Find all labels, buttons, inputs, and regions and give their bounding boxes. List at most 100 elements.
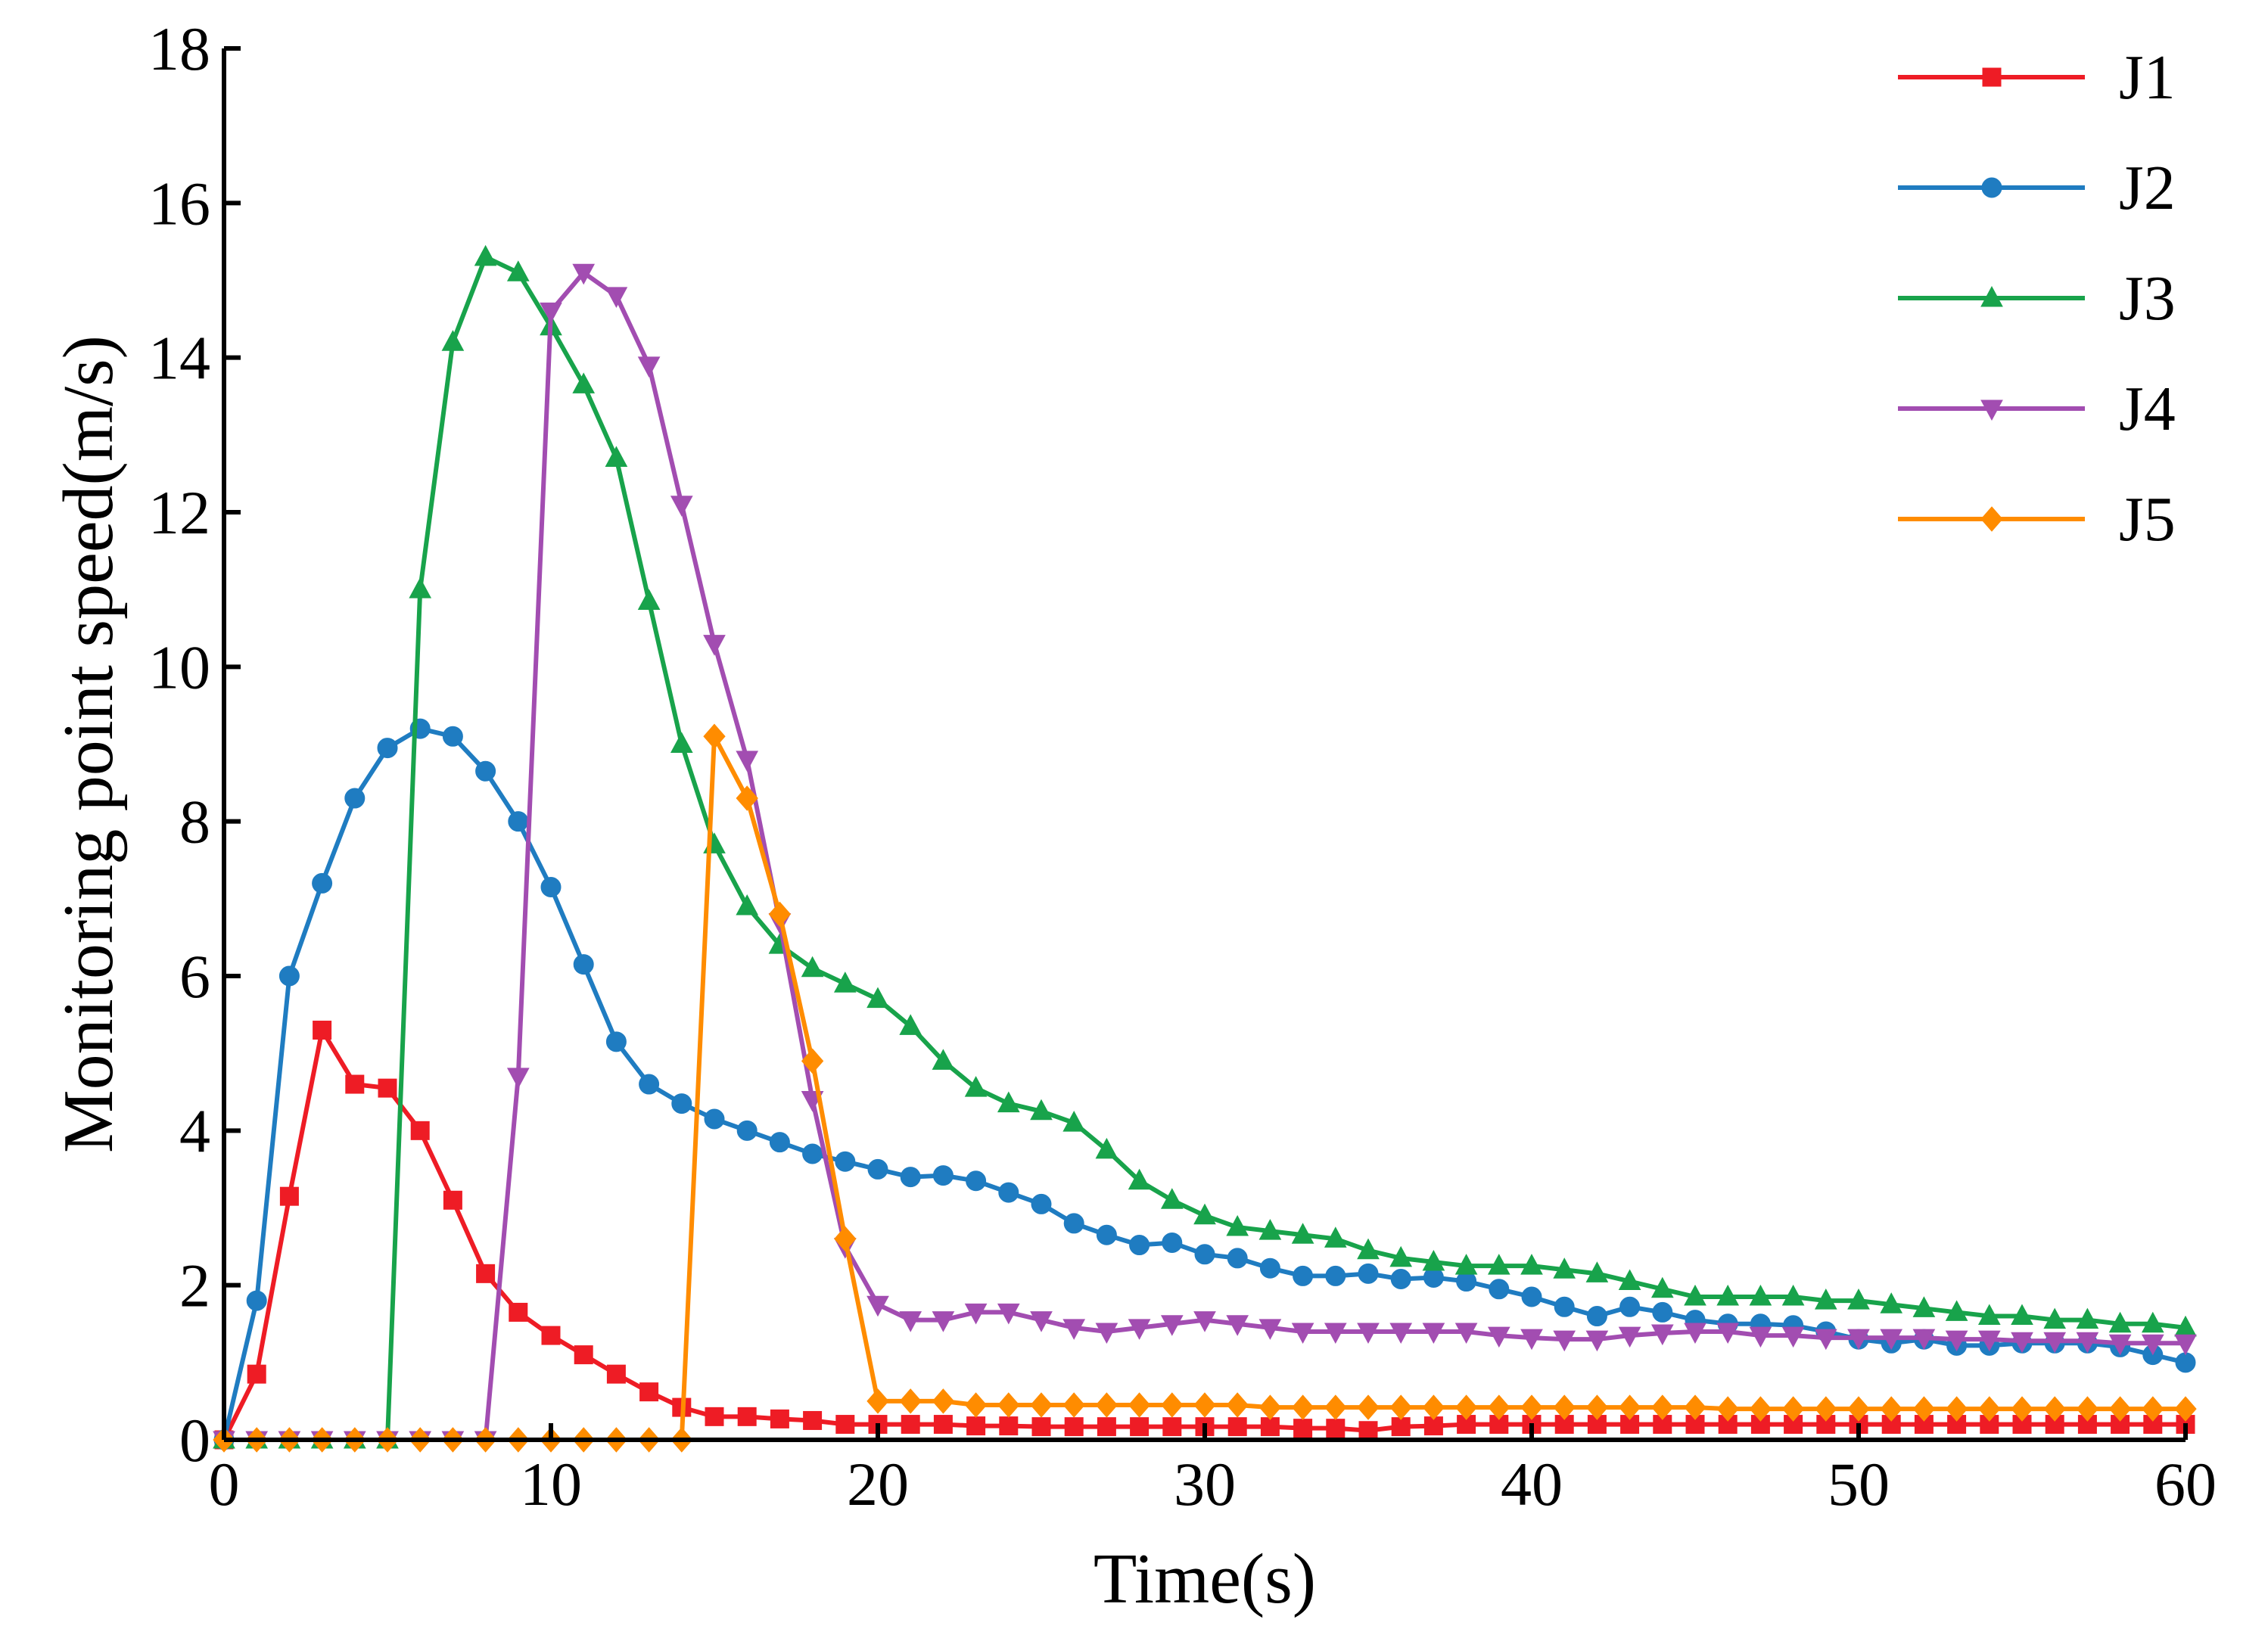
x-tick-label: 40	[1501, 1450, 1563, 1519]
data-point	[1422, 1394, 1445, 1420]
data-point	[1389, 1394, 1412, 1420]
data-point	[1357, 1394, 1380, 1420]
data-point	[1945, 1300, 1968, 1321]
y-tick-label: 18	[148, 14, 210, 83]
legend-label: J1	[2119, 42, 2176, 113]
legend-label: J3	[2119, 263, 2176, 334]
data-point	[574, 1345, 593, 1365]
data-point	[441, 330, 465, 351]
data-point	[1325, 1265, 1346, 1286]
data-point	[2011, 1304, 2033, 1326]
data-point	[2108, 1396, 2132, 1422]
data-point	[377, 738, 398, 759]
data-point	[1391, 1417, 1411, 1437]
data-point	[1258, 1319, 1282, 1340]
data-point	[1095, 1137, 1118, 1159]
data-point	[932, 1165, 954, 1186]
y-tick-label: 14	[148, 324, 210, 393]
data-point	[475, 760, 496, 782]
data-point	[605, 1031, 627, 1052]
data-point	[997, 1303, 1020, 1325]
data-point	[506, 260, 530, 281]
data-point	[835, 1415, 855, 1435]
data-point	[737, 1407, 757, 1426]
data-point	[639, 1382, 659, 1402]
data-point	[736, 785, 758, 811]
data-point	[1880, 1329, 1903, 1351]
legend-label: J2	[2119, 153, 2176, 223]
data-point	[1847, 1396, 1870, 1422]
data-point	[1586, 1306, 1607, 1327]
data-point	[1652, 1301, 1673, 1323]
data-point	[1193, 1203, 1216, 1225]
data-point	[1357, 1323, 1380, 1344]
x-tick-label: 60	[2154, 1450, 2217, 1519]
data-point	[2011, 1332, 2033, 1354]
data-point	[1096, 1224, 1117, 1245]
data-point	[1291, 1223, 1314, 1244]
legend-marker	[1982, 67, 2002, 87]
data-point	[2174, 1396, 2197, 1422]
data-point	[1326, 1419, 1346, 1438]
legend-marker	[1980, 399, 2003, 421]
data-point	[867, 1158, 888, 1180]
data-point	[704, 1108, 725, 1130]
data-point	[506, 1068, 530, 1089]
data-point	[1749, 1284, 1772, 1306]
data-point	[1684, 1323, 1706, 1344]
data-point	[474, 244, 497, 266]
data-point	[866, 1388, 889, 1414]
data-point	[1457, 1415, 1476, 1435]
data-point	[313, 1021, 332, 1040]
data-point	[736, 1120, 758, 1141]
data-point	[1226, 1214, 1249, 1236]
data-point	[1619, 1296, 1641, 1317]
data-point	[1618, 1326, 1641, 1348]
data-point	[1064, 1417, 1084, 1437]
data-point	[605, 446, 628, 467]
data-point	[247, 1364, 266, 1384]
data-point	[637, 589, 661, 610]
data-point	[1618, 1394, 1641, 1420]
data-point	[1293, 1419, 1313, 1438]
data-point	[1062, 1111, 1086, 1132]
data-point	[1389, 1245, 1413, 1267]
data-point	[1128, 1168, 1151, 1190]
data-point	[1258, 1219, 1282, 1240]
data-point	[605, 287, 628, 308]
data-point	[801, 956, 824, 978]
data-point	[1129, 1235, 1150, 1256]
data-point	[1324, 1323, 1347, 1344]
data-point	[508, 811, 529, 832]
data-point	[2141, 1334, 2164, 1356]
data-point	[900, 1167, 921, 1188]
data-point	[1160, 1188, 1184, 1209]
x-tick-label: 10	[520, 1450, 582, 1519]
data-point	[703, 635, 726, 656]
data-point	[933, 1415, 953, 1435]
data-point	[279, 1186, 299, 1206]
data-point	[835, 1151, 856, 1172]
series-line-j4	[222, 270, 2188, 1442]
data-point	[1815, 1396, 1837, 1422]
data-point	[1454, 1254, 1478, 1275]
data-point	[1880, 1396, 1902, 1422]
data-point	[1749, 1396, 1772, 1422]
data-point	[637, 356, 661, 378]
data-point	[1128, 1392, 1151, 1418]
data-point	[671, 1093, 692, 1114]
data-point	[1912, 1329, 1936, 1351]
data-point	[1945, 1396, 1968, 1422]
data-point	[1128, 1319, 1151, 1340]
data-point	[2076, 1332, 2099, 1354]
data-point	[1847, 1289, 1870, 1310]
data-point	[833, 971, 857, 993]
y-tick-label: 4	[179, 1096, 210, 1165]
data-point	[1130, 1417, 1150, 1437]
data-point	[705, 1407, 724, 1426]
data-point	[1291, 1394, 1314, 1420]
data-point	[1488, 1394, 1510, 1420]
data-point	[1160, 1315, 1184, 1336]
data-point	[1977, 1304, 2001, 1326]
